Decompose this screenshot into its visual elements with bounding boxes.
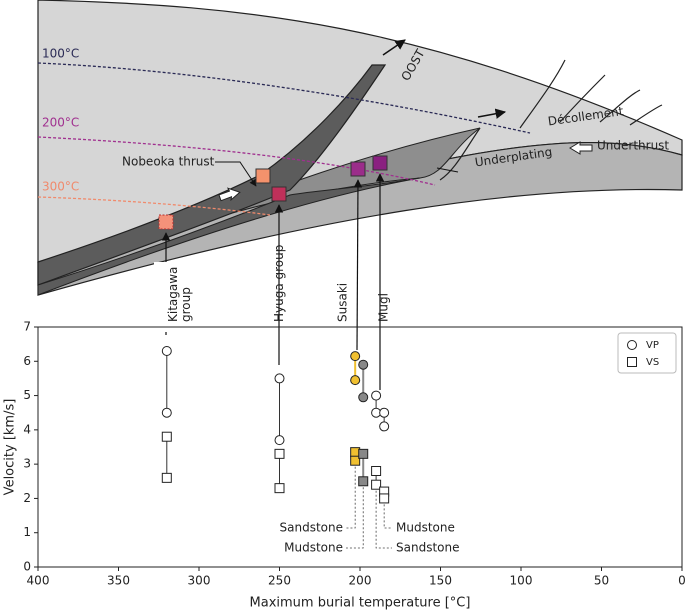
y-tick-label: 4 [23, 422, 31, 436]
x-tick-label: 0 [678, 574, 685, 588]
sample-site [372, 155, 388, 171]
group-label: Susaki [336, 283, 350, 322]
wedge [37, 0, 683, 263]
y-tick-label: 1 [23, 525, 31, 539]
x-axis-label: Maximum burial temperature [°C] [250, 596, 471, 611]
lithology-label: Sandstone [396, 541, 459, 555]
vp-point [161, 346, 172, 356]
leader [383, 504, 392, 529]
white-arrow [569, 141, 593, 155]
sample-site [255, 168, 271, 184]
y-tick-label: 2 [23, 491, 31, 505]
vp-point [161, 407, 172, 418]
x-tick-label: 200 [349, 574, 372, 588]
x-tick-label: 300 [188, 574, 211, 588]
arrow [477, 108, 507, 119]
vs-point [274, 483, 285, 494]
pointer [215, 161, 257, 187]
group-label: Mugi [377, 293, 391, 322]
vs-point [358, 448, 369, 459]
vp-point [274, 373, 285, 384]
vs-point [350, 455, 361, 466]
vp-point [379, 421, 390, 432]
arrow [382, 39, 406, 56]
white-arrow [218, 187, 241, 202]
y-tick-label: 3 [23, 457, 31, 471]
vp-point [350, 351, 361, 362]
x-tick-label: 50 [594, 574, 609, 588]
vp-point [358, 359, 369, 370]
group-label: Hyuga group [272, 245, 286, 322]
isotherm-100 [37, 62, 531, 134]
sample-site [271, 186, 287, 202]
diagram-label: Underthrust [597, 139, 669, 153]
isotherm-label: 300°C [42, 180, 79, 194]
y-tick-label: 6 [23, 354, 31, 368]
lithology-label: Sandstone [280, 521, 343, 535]
lithology-label: Mudstone [396, 521, 455, 535]
legend-label: VS [646, 357, 659, 368]
leader [375, 490, 392, 549]
x-tick-label: 400 [27, 574, 50, 588]
y-tick-label: 0 [23, 560, 31, 574]
vp-point [350, 375, 361, 386]
x-tick-label: 250 [268, 574, 291, 588]
cross-section: 100°C 200°C 300°C OOST Décollement Under… [37, 0, 683, 390]
group-label: Kitagawagroup [165, 267, 192, 322]
diagram-label: Nobeoka thrust [122, 155, 215, 169]
dark-unit [37, 64, 387, 286]
lithology-label: Mudstone [284, 541, 343, 555]
y-tick-label: 5 [23, 388, 31, 402]
vp-point [274, 435, 285, 446]
dark-unit-lower [37, 177, 421, 296]
label-bg [340, 262, 354, 320]
y-tick-label: 7 [23, 320, 31, 334]
x-tick-label: 150 [429, 574, 452, 588]
vp-point [371, 390, 382, 401]
legend-marker [627, 357, 637, 367]
label-bg [258, 262, 276, 332]
isotherm-label: 100°C [42, 47, 79, 61]
isotherm-200 [37, 136, 436, 186]
vp-point [379, 407, 390, 418]
sample-site [158, 214, 174, 230]
isotherm-label: 200°C [42, 116, 79, 130]
vs-point [371, 479, 382, 490]
leader [346, 487, 364, 549]
sample-site [350, 161, 366, 177]
legend-marker [627, 340, 637, 350]
x-tick-label: 350 [107, 574, 130, 588]
vp-point [358, 392, 369, 403]
vs-point [371, 466, 382, 476]
vs-point [379, 493, 390, 504]
vs-point [161, 472, 172, 483]
thrusts [439, 59, 663, 181]
vs-point [274, 448, 285, 459]
y-axis-label: Velocity [km/s] [3, 399, 18, 496]
leader [346, 466, 356, 529]
x-tick-label: 100 [510, 574, 533, 588]
vs-point [358, 476, 369, 487]
label-bg [154, 262, 202, 332]
vs-point [161, 431, 172, 442]
legend-label: VP [646, 340, 659, 351]
pointer [436, 167, 459, 173]
label-bg [384, 280, 398, 320]
